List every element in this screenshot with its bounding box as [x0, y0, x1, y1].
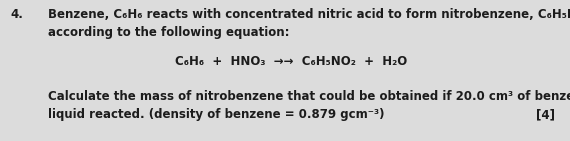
Text: Calculate the mass of nitrobenzene that could be obtained if 20.0 cm³ of benzene: Calculate the mass of nitrobenzene that …: [48, 90, 570, 103]
Text: Benzene, C₆H₆ reacts with concentrated nitric acid to form nitrobenzene, C₆H₅NO₂: Benzene, C₆H₆ reacts with concentrated n…: [48, 8, 570, 21]
Text: 4.: 4.: [10, 8, 23, 21]
Text: [4]: [4]: [536, 108, 555, 121]
Text: according to the following equation:: according to the following equation:: [48, 26, 290, 39]
Text: liquid reacted. (density of benzene = 0.879 gcm⁻³): liquid reacted. (density of benzene = 0.…: [48, 108, 385, 121]
Text: C₆H₆  +  HNO₃  →→  C₆H₅NO₂  +  H₂O: C₆H₆ + HNO₃ →→ C₆H₅NO₂ + H₂O: [175, 55, 407, 68]
